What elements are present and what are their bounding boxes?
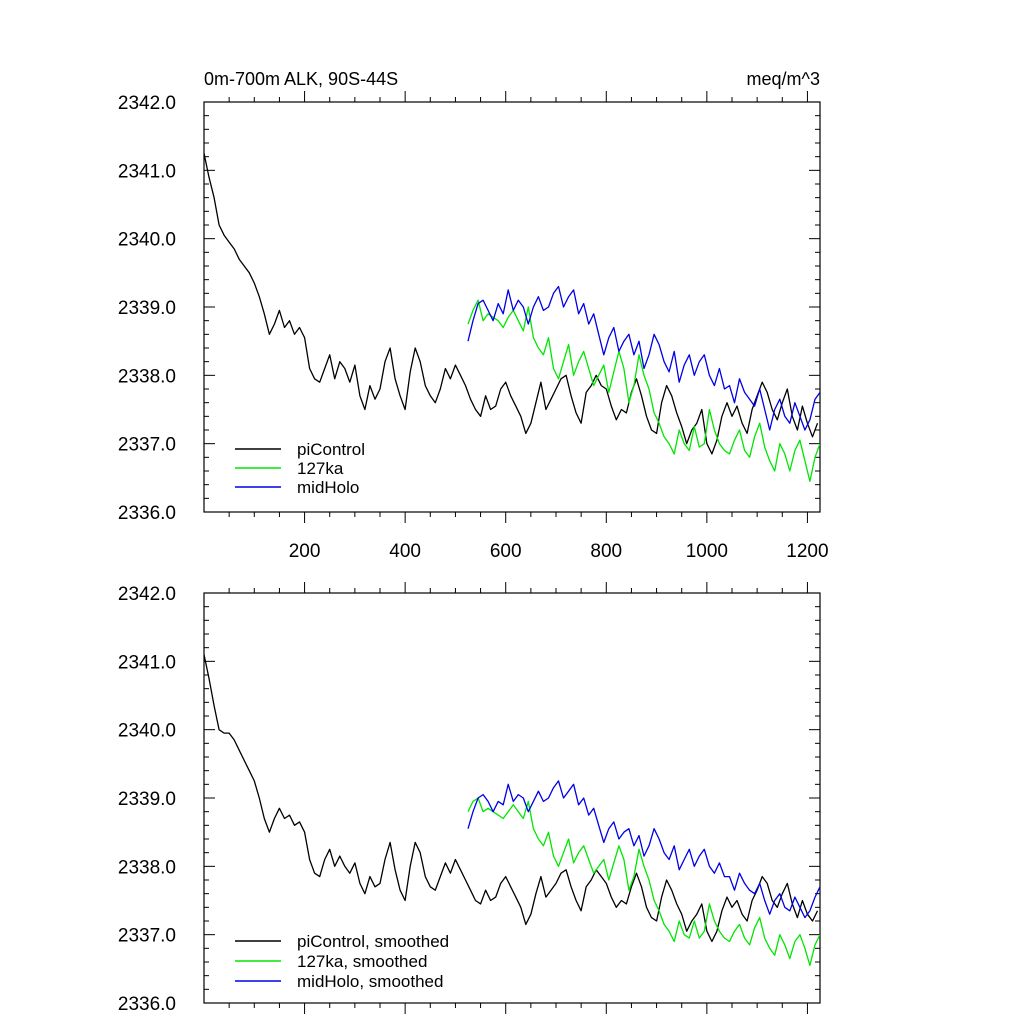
plot-title: 0m-700m ALK, 90S-44S bbox=[204, 69, 398, 89]
x-tick-label: 1200 bbox=[786, 541, 828, 562]
x-tick-label: 200 bbox=[289, 541, 321, 562]
y-tick-label: 2339.0 bbox=[118, 789, 176, 810]
y-tick-label: 2340.0 bbox=[118, 721, 176, 742]
y-tick-label: 2340.0 bbox=[118, 230, 176, 251]
y-tick-label: 2341.0 bbox=[118, 161, 176, 182]
series-line-midholo bbox=[467, 780, 820, 919]
legend-label: midHolo bbox=[297, 478, 359, 497]
top-panel: 2336.0 2337.0 2338.0 2339.0 2340.0 2341.0 2342… bbox=[118, 91, 829, 562]
y-tick-label: 2337.0 bbox=[118, 926, 176, 947]
series-line-127ka bbox=[467, 299, 820, 482]
x-tick-label: 600 bbox=[490, 541, 522, 562]
series-line-midholo bbox=[467, 285, 820, 431]
legend-label: midHolo, smoothed bbox=[297, 972, 443, 991]
units-label: meq/m^3 bbox=[747, 69, 820, 89]
bottom-panel: 2336.0 2337.0 2338.0 2339.0 2340.0 2341.0 2342… bbox=[118, 582, 821, 1015]
y-tick-label: 2341.0 bbox=[118, 652, 176, 673]
legend-label: piControl, smoothed bbox=[297, 932, 449, 951]
legend-label: 127ka bbox=[297, 459, 344, 478]
y-tick-label: 2336.0 bbox=[118, 503, 176, 524]
series-line-picontrol bbox=[204, 153, 819, 455]
y-tick-label: 2342.0 bbox=[118, 584, 176, 605]
legend-label: 127ka, smoothed bbox=[297, 952, 427, 971]
x-tick-label: 1000 bbox=[686, 541, 728, 562]
x-tick-label: 800 bbox=[590, 541, 622, 562]
x-tick-label: 400 bbox=[389, 541, 421, 562]
y-tick-label: 2338.0 bbox=[118, 857, 176, 878]
y-tick-label: 2342.0 bbox=[118, 93, 176, 114]
y-tick-label: 2336.0 bbox=[118, 994, 176, 1015]
series-line-127ka bbox=[467, 797, 820, 967]
y-tick-label: 2338.0 bbox=[118, 366, 176, 387]
y-tick-label: 2337.0 bbox=[118, 435, 176, 456]
legend-label: piControl bbox=[297, 440, 365, 459]
y-tick-label: 2339.0 bbox=[118, 298, 176, 319]
series-line-picontrol bbox=[204, 654, 819, 943]
